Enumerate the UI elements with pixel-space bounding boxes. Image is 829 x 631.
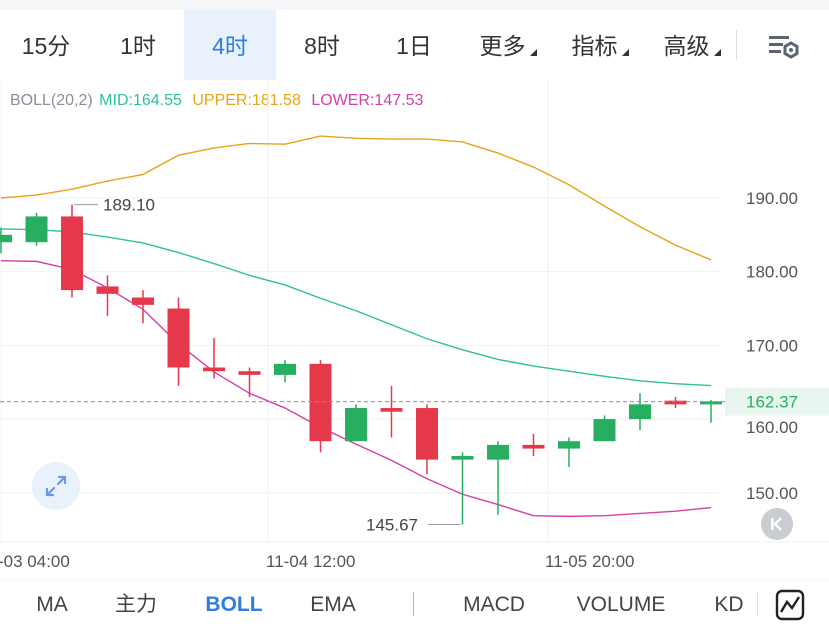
current-price-bg: [725, 387, 829, 416]
candle-body: [558, 441, 580, 449]
y-tick-label: 170.00: [746, 336, 798, 355]
axis-labels: 190.00 180.00 170.00 160.00 150.00 162.37 -03 …: [0, 189, 829, 571]
boll-legend: BOLL(20,2) MID:164.55 UPPER:181.58 LOWER…: [10, 92, 429, 110]
y-tick-label: 180.00: [746, 263, 798, 282]
boll-lower-line: [0, 259, 712, 518]
y-tick-label: 160.00: [746, 418, 798, 437]
indicator-macd[interactable]: MACD: [463, 593, 525, 616]
high-price-label: 189.10: [103, 196, 155, 215]
more-menu[interactable]: 更多: [462, 10, 554, 80]
top-divider: [0, 0, 829, 10]
candle-body: [593, 419, 616, 442]
candle-body: [700, 401, 722, 405]
candle-body: [664, 400, 687, 405]
scroll-to-latest-button[interactable]: [761, 508, 793, 540]
y-tick-label: 150.00: [746, 484, 798, 503]
indicator-kd[interactable]: KD: [714, 593, 744, 616]
dropdown-caret-icon: [713, 49, 721, 56]
candle-body: [487, 444, 509, 460]
candle-body: [25, 216, 48, 243]
advanced-menu-label: 高级: [663, 33, 710, 59]
candle-body: [309, 363, 332, 442]
tab-4h[interactable]: 4时: [184, 10, 276, 80]
more-menu-label: 更多: [479, 33, 526, 59]
advanced-menu[interactable]: 高级: [646, 10, 738, 80]
indicator-separator: [757, 592, 758, 616]
legend-lower: LOWER:147.53: [311, 92, 424, 109]
candle-body: [96, 286, 119, 294]
expand-arrows-icon: [45, 475, 67, 497]
tab-1h[interactable]: 1时: [120, 33, 156, 59]
boll-upper-line: [0, 135, 712, 261]
candles: [0, 204, 722, 525]
low-price-label: 145.67: [366, 515, 418, 534]
kline-chart[interactable]: 190.00 180.00 170.00 160.00 150.00 162.37 -03 …: [0, 80, 829, 580]
candle-body: [629, 404, 651, 420]
indicator-volume[interactable]: VOLUME: [576, 593, 666, 616]
y-tick-label: 190.00: [746, 189, 798, 208]
x-tick-label: 11-05 20:00: [545, 552, 634, 571]
candle-body: [203, 367, 225, 372]
x-tick-label: -03 04:00: [0, 552, 70, 571]
candle-body: [0, 234, 12, 243]
legend-mid: MID:164.55: [99, 92, 182, 109]
tab-15m[interactable]: 15分: [21, 33, 71, 59]
draw-tool-button[interactable]: [772, 588, 808, 622]
indicator-ema[interactable]: EMA: [310, 593, 356, 616]
chart-grid: [0, 80, 829, 580]
candle-body: [238, 371, 261, 375]
candle-body: [345, 408, 367, 442]
toolbar-separator: [736, 30, 737, 60]
current-price-label: 162.37: [746, 393, 798, 412]
indicators-menu-label: 指标: [571, 33, 618, 59]
candle-body: [61, 216, 83, 291]
candle-body: [380, 408, 403, 412]
indicator-boll[interactable]: BOLL: [205, 593, 263, 616]
dropdown-caret-icon: [621, 49, 629, 56]
candle-body: [167, 308, 190, 368]
x-tick-label: 11-04 12:00: [266, 552, 355, 571]
candle-body: [522, 444, 545, 449]
candle-body: [451, 455, 474, 460]
candle-body: [132, 297, 154, 305]
scroll-back-icon: [771, 517, 782, 531]
indicator-ma[interactable]: MA: [36, 593, 68, 616]
fullscreen-button[interactable]: [32, 462, 80, 510]
boll-mid-line: [0, 228, 712, 387]
settings-icon[interactable]: [766, 30, 800, 62]
draw-tool-icon: [775, 589, 805, 621]
tab-1d[interactable]: 1日: [396, 33, 432, 59]
indicator-main-force[interactable]: 主力: [115, 593, 157, 616]
timeframe-bar: [0, 0, 829, 80]
candle-body: [274, 363, 296, 375]
legend-name: BOLL(20,2): [10, 92, 93, 109]
candle-body: [416, 408, 438, 460]
dropdown-caret-icon: [529, 49, 537, 56]
indicator-separator: [413, 592, 414, 616]
legend-upper: UPPER:181.58: [192, 92, 301, 109]
indicators-menu[interactable]: 指标: [554, 10, 646, 80]
boll-bands: [0, 135, 712, 518]
tab-8h[interactable]: 8时: [304, 33, 340, 59]
